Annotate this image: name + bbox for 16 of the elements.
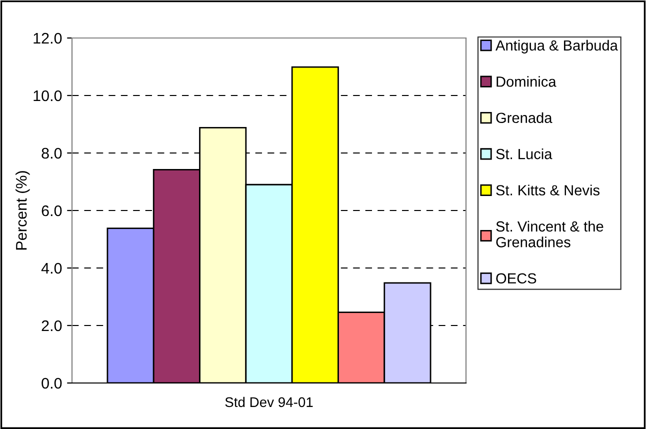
- y-axis-title: Percent (%): [16, 171, 30, 250]
- legend-label: Antigua & Barbuda: [496, 40, 618, 54]
- y-tick-label: 6.0: [42, 205, 62, 216]
- legend-label: St. Vincent & the Grenadines: [496, 220, 604, 248]
- y-tick-label: 8.0: [42, 148, 62, 159]
- x-tick-label: Std Dev 94-01: [225, 396, 313, 408]
- y-tick-label: 2.0: [42, 320, 62, 332]
- legend-label: St. Lucia: [496, 148, 552, 160]
- legend-label: St. Kitts & Nevis: [496, 184, 600, 196]
- y-tick-label: 0.0: [42, 378, 62, 389]
- y-tick-label: 12.0: [34, 32, 62, 44]
- legend-label: Dominica: [496, 76, 556, 87]
- y-tick-label: 4.0: [41, 262, 62, 274]
- legend-label: OECS: [496, 273, 536, 284]
- y-tick-label: 10.0: [34, 90, 62, 102]
- legend-label: Grenada: [496, 112, 552, 124]
